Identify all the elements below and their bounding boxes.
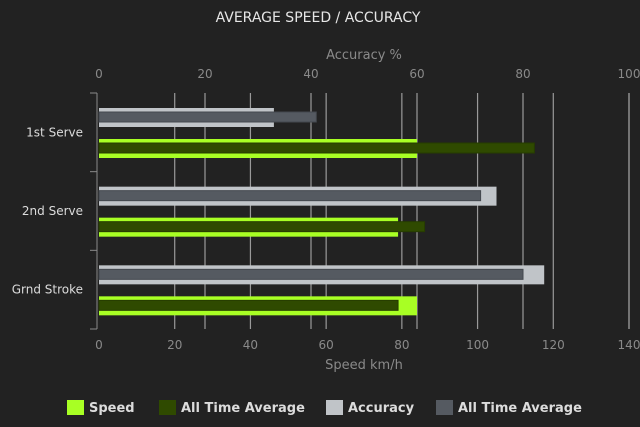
- legend-label: All Time Average: [181, 401, 305, 416]
- top-tick-label: 20: [197, 67, 212, 81]
- bottom-axis-label: Speed km/h: [325, 358, 403, 373]
- legend-item[interactable]: Speed: [67, 400, 135, 416]
- legend-swatch: [159, 400, 176, 415]
- legend-item[interactable]: All Time Average: [436, 400, 582, 416]
- bottom-tick-label: 120: [542, 338, 565, 352]
- top-tick-label: 80: [515, 67, 530, 81]
- bottom-tick-label: 40: [243, 338, 258, 352]
- bottom-tick-label: 60: [319, 338, 334, 352]
- top-tick-label: 60: [409, 67, 424, 81]
- bar-speed-all-time-average: [98, 299, 399, 311]
- bar-speed-all-time-average: [98, 142, 535, 154]
- bar-speed-all-time-average: [98, 221, 426, 233]
- category-label: 1st Serve: [26, 125, 83, 139]
- bar-accuracy-all-time-average: [98, 268, 524, 280]
- bar-accuracy-all-time-average: [98, 190, 482, 202]
- legend-item[interactable]: Accuracy: [326, 400, 415, 416]
- bottom-tick-label: 100: [466, 338, 489, 352]
- legend-swatch: [436, 400, 453, 415]
- bottom-tick-label: 140: [618, 338, 640, 352]
- legend-swatch: [326, 400, 343, 415]
- legend-item[interactable]: All Time Average: [159, 400, 305, 416]
- legend-label: All Time Average: [458, 401, 582, 416]
- category-label: Grnd Stroke: [12, 283, 83, 297]
- legend-label: Speed: [89, 401, 135, 416]
- bottom-tick-label: 0: [95, 338, 103, 352]
- bottom-tick-label: 80: [394, 338, 409, 352]
- top-tick-label: 100: [618, 67, 640, 81]
- top-axis-label: Accuracy %: [326, 48, 402, 63]
- bottom-tick-label: 20: [167, 338, 182, 352]
- bar-accuracy-all-time-average: [98, 111, 317, 123]
- top-tick-label: 0: [95, 67, 103, 81]
- chart-title: AVERAGE SPEED / ACCURACY: [216, 10, 421, 26]
- legend-swatch: [67, 400, 84, 415]
- category-label: 2nd Serve: [22, 204, 83, 218]
- top-tick-label: 40: [303, 67, 318, 81]
- legend-label: Accuracy: [348, 401, 415, 416]
